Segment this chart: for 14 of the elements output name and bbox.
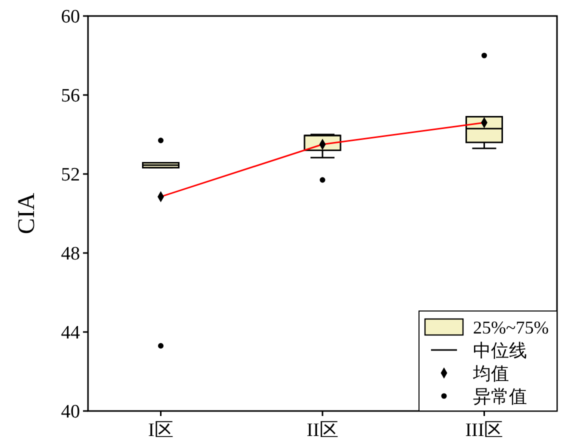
- y-tick-label: 52: [61, 164, 80, 186]
- y-tick-label: 56: [61, 86, 80, 107]
- legend-label: 均值: [472, 363, 509, 384]
- legend-label: 异常值: [473, 386, 527, 406]
- legend-label: 25%~75%: [473, 317, 549, 338]
- x-tick-label: I区: [148, 420, 174, 441]
- y-axis-title: CIA: [14, 192, 40, 234]
- annotation: 中位线: [473, 340, 527, 360]
- x-tick-label: III区: [465, 420, 504, 441]
- y-tick-label: 48: [61, 244, 80, 265]
- x-tick-label: II区: [306, 420, 338, 441]
- y-tick-label: 44: [61, 322, 80, 344]
- y-tick-label: 40: [61, 402, 80, 423]
- y-tick-label: 60: [61, 6, 80, 28]
